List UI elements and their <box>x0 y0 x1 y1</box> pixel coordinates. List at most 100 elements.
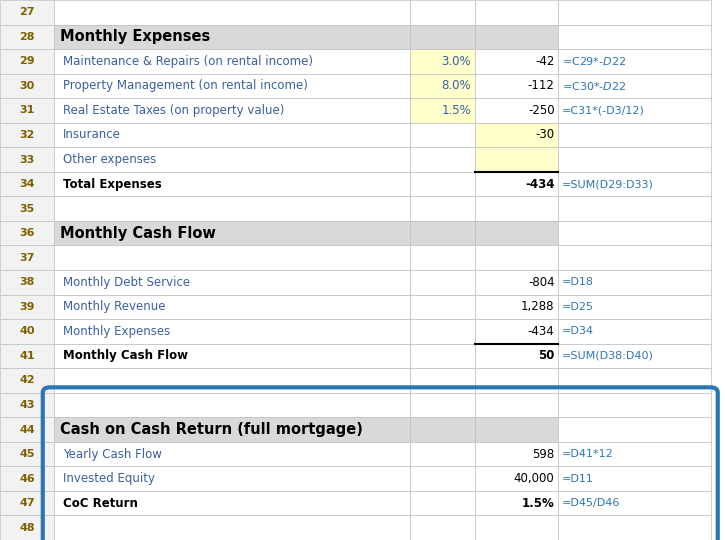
Bar <box>475 73 558 98</box>
Bar <box>54 246 410 270</box>
Text: 47: 47 <box>20 498 35 508</box>
Text: 40,000: 40,000 <box>514 472 555 485</box>
Bar <box>558 343 710 368</box>
Bar <box>54 0 410 24</box>
Text: -112: -112 <box>528 79 555 92</box>
Bar <box>475 319 558 343</box>
Bar <box>54 147 410 172</box>
Text: =D18: =D18 <box>562 277 594 287</box>
Bar <box>475 442 558 467</box>
Bar <box>54 516 410 540</box>
Text: Insurance: Insurance <box>63 129 121 141</box>
Text: -250: -250 <box>528 104 555 117</box>
Text: 32: 32 <box>20 130 35 140</box>
Bar <box>54 343 410 368</box>
Text: CoC Return: CoC Return <box>63 497 138 510</box>
Text: 37: 37 <box>20 253 35 263</box>
Bar <box>558 491 710 516</box>
Bar <box>475 516 558 540</box>
Text: 3.0%: 3.0% <box>442 55 471 68</box>
Bar <box>54 197 410 221</box>
Bar <box>410 24 475 49</box>
Text: Total Expenses: Total Expenses <box>63 178 162 191</box>
Bar <box>475 270 558 294</box>
Bar <box>0 467 54 491</box>
Bar <box>0 98 54 123</box>
Text: 598: 598 <box>532 448 555 461</box>
Bar <box>54 24 410 49</box>
Text: =D11: =D11 <box>562 474 594 484</box>
Bar <box>0 294 54 319</box>
Bar <box>475 417 558 442</box>
Bar <box>558 197 710 221</box>
Bar <box>558 393 710 417</box>
Bar <box>54 393 410 417</box>
Text: Yearly Cash Flow: Yearly Cash Flow <box>63 448 162 461</box>
Bar <box>410 0 475 24</box>
Text: 28: 28 <box>20 32 35 42</box>
Bar <box>475 24 558 49</box>
Text: 1.5%: 1.5% <box>522 497 555 510</box>
Bar <box>410 98 475 123</box>
Text: 1,288: 1,288 <box>521 300 555 313</box>
Bar <box>0 319 54 343</box>
Bar <box>0 516 54 540</box>
Bar <box>410 294 475 319</box>
Bar <box>475 467 558 491</box>
Bar <box>558 417 710 442</box>
Bar <box>558 73 710 98</box>
Bar <box>410 221 475 246</box>
Bar <box>410 442 475 467</box>
Bar <box>54 98 410 123</box>
Bar <box>410 343 475 368</box>
Bar <box>0 197 54 221</box>
Bar <box>54 417 410 442</box>
Text: =C30*-$D$22: =C30*-$D$22 <box>562 80 626 92</box>
Bar <box>558 516 710 540</box>
Bar <box>410 270 475 294</box>
Bar <box>558 172 710 197</box>
Bar <box>0 393 54 417</box>
Text: 44: 44 <box>20 424 35 435</box>
Bar <box>410 147 475 172</box>
Text: 31: 31 <box>20 105 35 116</box>
Bar <box>475 393 558 417</box>
Bar <box>0 417 54 442</box>
Bar <box>54 270 410 294</box>
Bar <box>558 147 710 172</box>
Text: Cash on Cash Return (full mortgage): Cash on Cash Return (full mortgage) <box>60 422 363 437</box>
Bar <box>475 197 558 221</box>
Text: 43: 43 <box>20 400 35 410</box>
Bar <box>410 172 475 197</box>
Bar <box>0 73 54 98</box>
Text: 40: 40 <box>20 326 35 336</box>
Bar <box>54 294 410 319</box>
Text: =D41*12: =D41*12 <box>562 449 613 459</box>
Text: 45: 45 <box>20 449 35 459</box>
Bar <box>558 319 710 343</box>
Bar <box>558 294 710 319</box>
Text: Monthly Debt Service: Monthly Debt Service <box>63 276 190 289</box>
Bar <box>475 172 558 197</box>
Bar <box>558 368 710 393</box>
Bar <box>54 221 410 246</box>
Bar <box>410 516 475 540</box>
Bar <box>558 123 710 147</box>
Bar <box>0 246 54 270</box>
Text: =D25: =D25 <box>562 302 594 312</box>
Text: Monthly Revenue: Monthly Revenue <box>63 300 165 313</box>
Bar <box>0 147 54 172</box>
Bar <box>410 73 475 98</box>
Text: -434: -434 <box>525 178 555 191</box>
Text: Property Management (on rental income): Property Management (on rental income) <box>63 79 308 92</box>
Text: =SUM(D38:D40): =SUM(D38:D40) <box>562 351 654 361</box>
Bar <box>475 49 558 73</box>
Text: 42: 42 <box>20 375 35 386</box>
Bar <box>475 491 558 516</box>
Bar <box>558 0 710 24</box>
Text: 50: 50 <box>538 349 555 362</box>
Text: 41: 41 <box>20 351 35 361</box>
Text: Invested Equity: Invested Equity <box>63 472 155 485</box>
Text: Monthly Expenses: Monthly Expenses <box>60 29 210 44</box>
Text: =C31*(-D3/12): =C31*(-D3/12) <box>562 105 645 116</box>
